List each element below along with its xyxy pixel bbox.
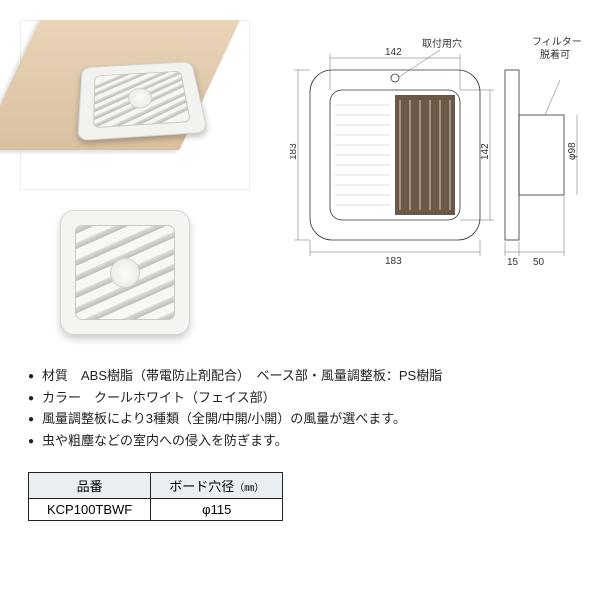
top-section: 142 取付用穴 183 183 142 (10, 10, 590, 350)
th-part-number: 品番 (29, 473, 151, 499)
label-filter: フィルター (532, 36, 582, 48)
dim-side-front: 15 (507, 257, 519, 268)
product-photos (10, 10, 270, 330)
dim-diameter: φ98 (567, 142, 578, 160)
label-detachable: 脱着可 (540, 48, 570, 61)
th-hole-diameter: ボード穴径（㎜） (151, 473, 283, 499)
dim-inner-w: 142 (385, 47, 402, 58)
bullet-3: 風量調整板により3種類（全開/中開/小開）の風量が選べます。 (42, 408, 406, 430)
dim-side-depth: 50 (533, 257, 545, 268)
dim-inner-h: 142 (480, 143, 491, 160)
spec-bullets: 材質 ABS樹脂（帯電防止剤配合） ベース部・風量調整板：PS樹脂 カラー クー… (28, 365, 572, 451)
photo-front-view (60, 210, 190, 335)
dim-outer-w: 183 (385, 256, 402, 267)
bullet-4: 虫や粗塵などの室内への侵入を防ぎます。 (42, 430, 288, 452)
td-hole-diameter: φ115 (151, 499, 283, 521)
dim-outer-h: 183 (290, 143, 299, 160)
bullet-2: カラー クールホワイト（フェイス部） (42, 387, 276, 409)
td-part-number: KCP100TBWF (29, 499, 151, 521)
technical-drawing: 142 取付用穴 183 183 142 (290, 20, 590, 280)
label-mount-hole: 取付用穴 (422, 37, 462, 50)
bullet-1: 材質 ABS樹脂（帯電防止剤配合） ベース部・風量調整板：PS樹脂 (42, 365, 442, 387)
photo-angled-mount (20, 20, 250, 200)
spec-table: 品番 ボード穴径（㎜） KCP100TBWF φ115 (28, 472, 283, 521)
